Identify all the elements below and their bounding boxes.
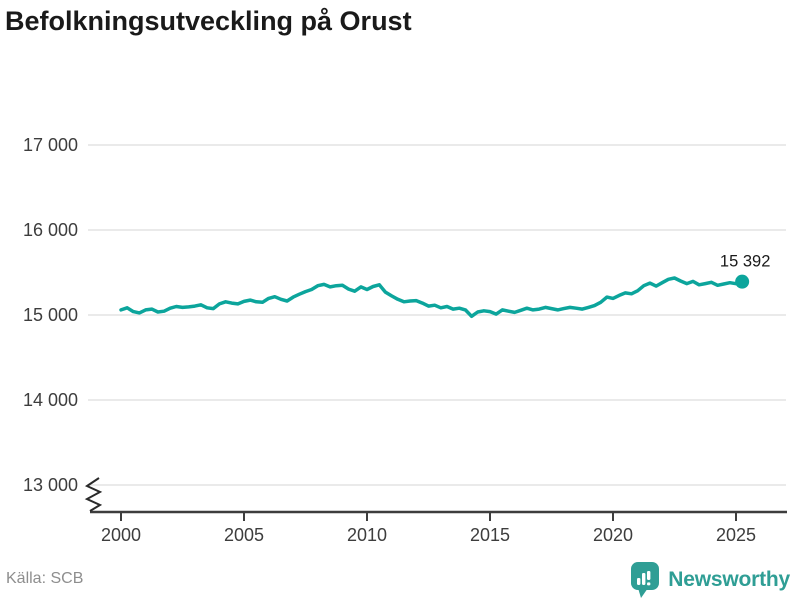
end-value-label: 15 392 xyxy=(720,253,770,271)
end-point-marker xyxy=(735,274,750,289)
y-tick-label: 14 000 xyxy=(23,390,78,410)
newsworthy-logo-icon xyxy=(631,562,660,598)
x-tick-label: 2000 xyxy=(101,525,141,545)
axis-break-icon xyxy=(84,477,103,512)
y-tick-label: 13 000 xyxy=(23,475,78,495)
source-label: Källa: SCB xyxy=(6,570,84,587)
population-line-chart: 17 000 16 000 15 000 14 000 13 000 2000 2005 20… xyxy=(23,135,787,545)
y-tick-label: 16 000 xyxy=(23,220,78,240)
chart-title: Befolkningsutveckling på Orust xyxy=(5,6,412,36)
x-tick-label: 2005 xyxy=(224,525,264,545)
newsworthy-logo-text: Newsworthy xyxy=(668,568,790,591)
population-line xyxy=(119,276,744,319)
x-tick-label: 2010 xyxy=(347,525,387,545)
x-tick-label: 2025 xyxy=(716,525,756,545)
y-tick-label: 15 000 xyxy=(23,305,78,325)
y-tick-label: 17 000 xyxy=(23,135,78,155)
x-tick-label: 2020 xyxy=(593,525,633,545)
x-tick-label: 2015 xyxy=(470,525,510,545)
newsworthy-logo: Newsworthy xyxy=(630,561,790,599)
